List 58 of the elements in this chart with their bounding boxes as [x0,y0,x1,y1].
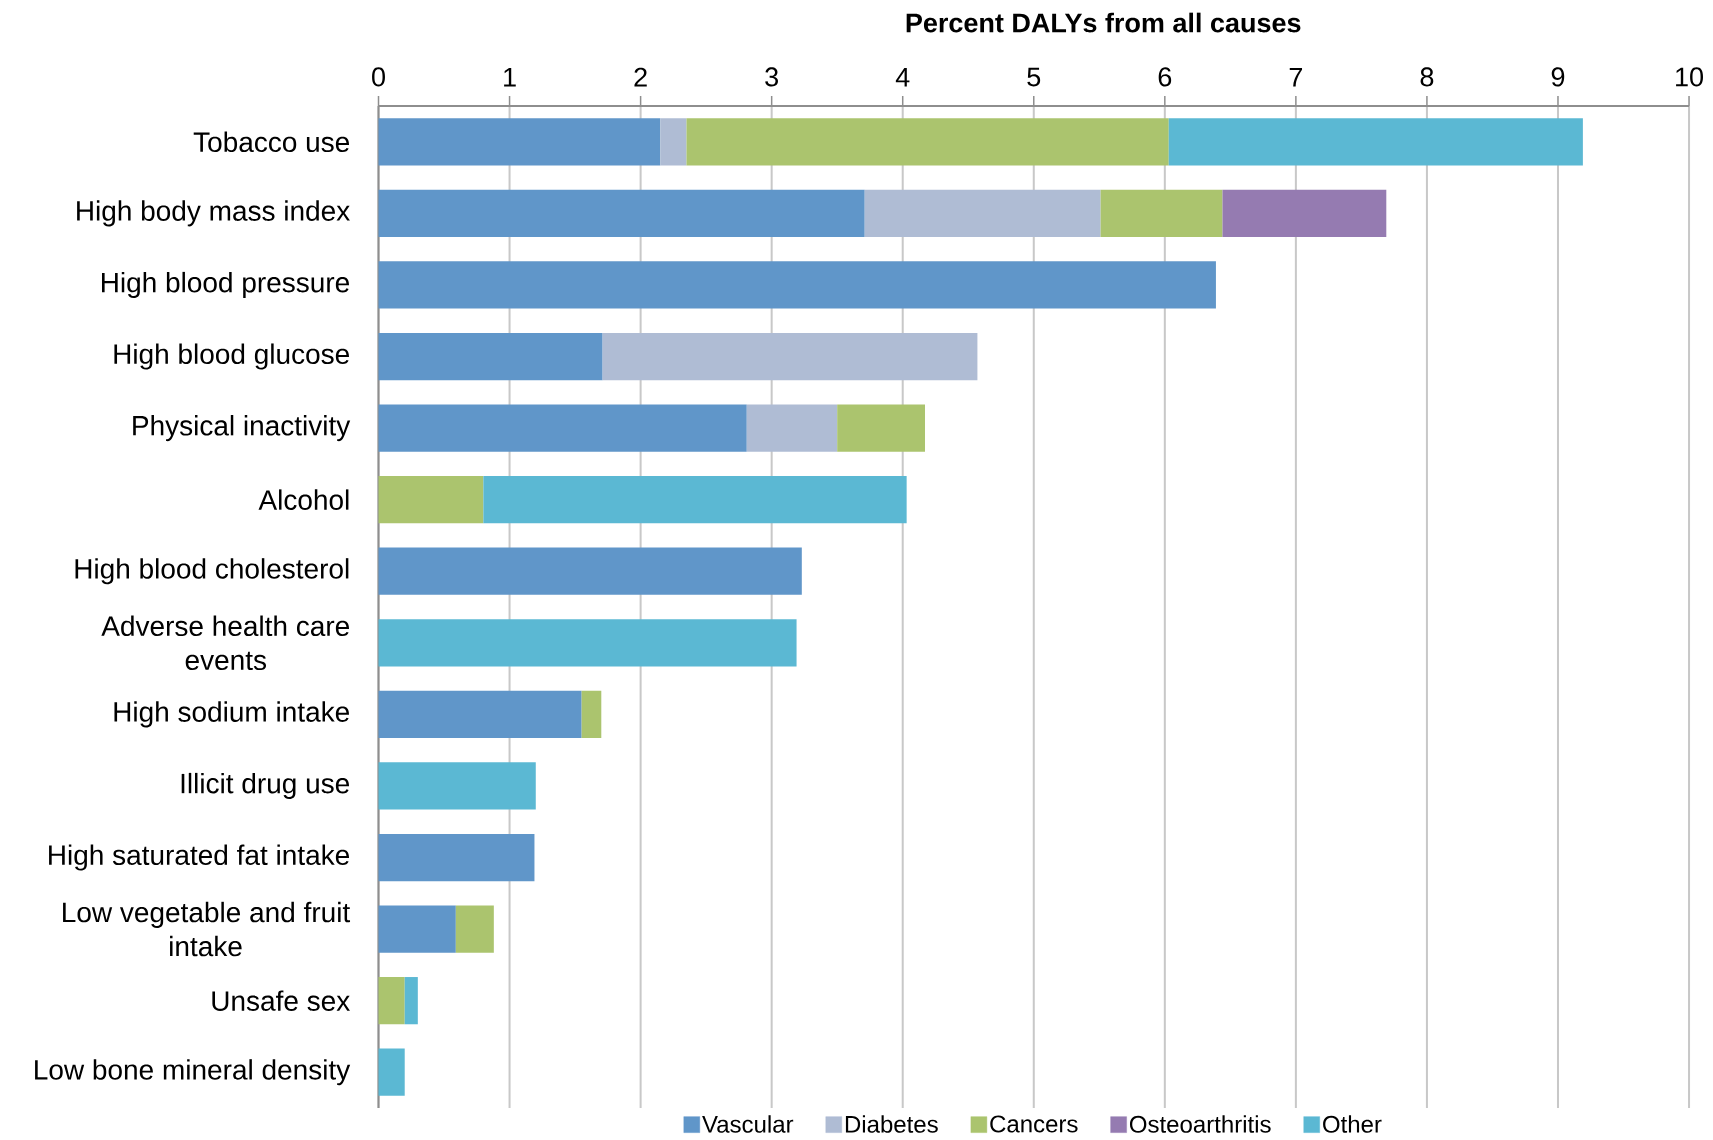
x-tick-label: 6 [1158,67,1172,87]
y-tick-label: Physical inactivity [133,415,351,442]
bar [378,762,536,810]
bar [378,977,405,1025]
bar [378,261,1216,309]
bar [378,476,484,524]
legend-label: Vascular [702,1115,794,1133]
y-tick-label: Illicit drug use [181,772,350,799]
bar [1100,189,1223,237]
bar [378,833,535,882]
x-tick-label: 0 [372,67,385,87]
x-tick-label: 9 [1551,67,1565,87]
bar [378,547,802,595]
bar [1222,189,1387,237]
legend-label: Cancers [990,1115,1078,1133]
bar [378,905,456,953]
y-tick-label: High blood glucose [114,343,349,370]
y-tick-label: Unsafe sex [212,990,350,1011]
y-tick-label: Low bone mineral density [35,1059,351,1086]
legend-label: Other [1323,1115,1382,1133]
bar [602,332,978,381]
bar [864,189,1101,237]
bar [581,690,602,738]
x-tick-label: 10 [1676,67,1703,87]
bar [746,404,838,452]
x-tick-label: 4 [895,67,910,87]
bar [378,332,603,381]
y-tick-label: High sodium intake [114,701,349,728]
y-tick-label: High blood cholesterol [75,558,349,585]
x-tick-label: 5 [1027,67,1041,87]
bar [378,404,747,452]
y-tick-label: Low vegetable and fruit intake [63,901,351,957]
bar [378,619,797,667]
bar [837,404,925,452]
bar [660,118,687,166]
y-tick-label: High saturated fat intake [49,844,350,871]
bar [686,118,1169,166]
bar [1168,118,1583,166]
bar [483,476,907,524]
bar [378,690,582,738]
bar [404,977,418,1025]
bar [455,905,494,953]
x-tick-label: 3 [765,67,778,87]
bar [378,1048,405,1096]
legend-label: Diabetes [845,1115,938,1133]
x-tick-label: 8 [1420,67,1434,87]
y-tick-label: Alcohol [258,489,349,510]
y-tick-label: Tobacco use [193,131,350,153]
x-tick-label: 1 [504,67,516,87]
y-tick-label: Adverse health care events [101,615,349,671]
x-tick-label: 2 [634,67,647,87]
legend-label: Osteoarthritis [1129,1115,1271,1133]
bar [378,189,865,237]
x-tick-label: 7 [1289,67,1303,87]
x-axis-title: Percent DALYs from all causes [906,12,1301,33]
y-tick-label: High body mass index [77,200,350,227]
bar [378,118,661,166]
y-tick-label: High blood pressure [102,271,349,298]
